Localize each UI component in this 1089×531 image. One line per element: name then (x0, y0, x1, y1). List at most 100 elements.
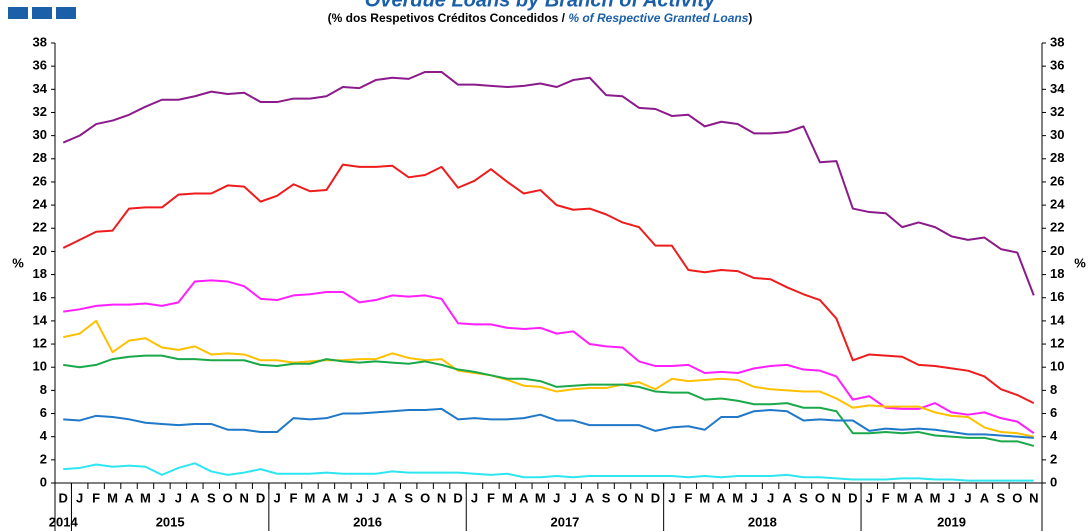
x-tick-label: O (223, 490, 233, 505)
y2-tick-label: 20 (1050, 243, 1064, 258)
y-tick-label: 12 (33, 335, 47, 350)
series-line (63, 319, 1034, 438)
y-tick-label: 0 (40, 474, 47, 489)
x-tick-label: S (404, 490, 413, 505)
subtitle-end: ) (748, 11, 752, 25)
series-line (63, 354, 1035, 447)
series-line (63, 279, 1035, 435)
x-tick-label: F (684, 490, 692, 505)
x-tick-label: A (717, 490, 727, 505)
x-tick-label: N (1029, 490, 1038, 505)
x-tick-label: D (59, 490, 68, 505)
y-tick-label: 14 (33, 312, 48, 327)
y2-tick-label: 36 (1050, 58, 1064, 73)
y2-tick-label: 14 (1050, 312, 1065, 327)
x-tick-label: F (92, 490, 100, 505)
year-label: 2014 (49, 514, 79, 529)
series-line (63, 407, 1034, 439)
x-tick-label: J (767, 490, 774, 505)
x-tick-label: M (305, 490, 316, 505)
x-tick-label: M (337, 490, 348, 505)
y2-tick-label: 4 (1050, 428, 1058, 443)
series-line (63, 462, 1034, 482)
y-tick-label: 2 (40, 451, 47, 466)
y2-tick-label: 8 (1050, 382, 1057, 397)
y2-tick-label: 10 (1050, 359, 1064, 374)
x-tick-label: J (751, 490, 758, 505)
y-tick-label: 6 (40, 405, 47, 420)
y-tick-label: 34 (33, 81, 48, 96)
year-label: 2016 (353, 514, 382, 529)
x-tick-label: N (634, 490, 643, 505)
x-tick-label: M (107, 490, 118, 505)
x-tick-label: M (502, 490, 513, 505)
x-tick-label: J (356, 490, 363, 505)
y2-tick-label: 32 (1050, 104, 1064, 119)
x-tick-label: D (848, 490, 857, 505)
x-tick-label: J (570, 490, 577, 505)
y2-tick-label: 16 (1050, 289, 1064, 304)
y-axis-label: % (12, 255, 24, 270)
x-tick-label: N (239, 490, 248, 505)
chart-subtitle: (% dos Respetivos Créditos Concedidos / … (328, 11, 753, 25)
x-tick-label: M (535, 490, 546, 505)
y2-tick-label: 30 (1050, 127, 1064, 142)
x-tick-label: F (882, 490, 890, 505)
subtitle-en: % of Respective Granted Loans (568, 11, 748, 25)
year-label: 2018 (748, 514, 777, 529)
y2-tick-label: 22 (1050, 220, 1064, 235)
x-tick-label: A (190, 490, 200, 505)
x-tick-label: J (948, 490, 955, 505)
x-tick-label: A (322, 490, 332, 505)
x-tick-label: O (815, 490, 825, 505)
y2-tick-label: 26 (1050, 173, 1064, 188)
x-tick-label: M (930, 490, 941, 505)
x-tick-label: J (866, 490, 873, 505)
x-tick-label: A (782, 490, 792, 505)
x-tick-label: O (1012, 490, 1022, 505)
x-tick-label: J (471, 490, 478, 505)
x-tick-label: A (980, 490, 990, 505)
x-tick-label: J (175, 490, 182, 505)
x-tick-label: A (124, 490, 134, 505)
logo (8, 7, 76, 19)
y-tick-label: 20 (33, 243, 47, 258)
x-tick-label: F (290, 490, 298, 505)
x-tick-label: A (914, 490, 924, 505)
x-tick-label: S (602, 490, 611, 505)
x-tick-label: J (553, 490, 560, 505)
chart-title: Overdue Loans by Branch of Activity (365, 0, 716, 11)
x-tick-label: N (437, 490, 446, 505)
y-tick-label: 38 (33, 34, 47, 49)
x-tick-label: D (453, 490, 462, 505)
y-tick-label: 10 (33, 359, 47, 374)
series-line (62, 70, 1035, 296)
y2-tick-label: 12 (1050, 335, 1064, 350)
y-tick-label: 32 (33, 104, 47, 119)
x-tick-label: M (140, 490, 151, 505)
y-tick-label: 30 (33, 127, 47, 142)
x-tick-label: J (372, 490, 379, 505)
x-tick-label: A (585, 490, 595, 505)
x-tick-label: S (799, 490, 808, 505)
y2-tick-label: 18 (1050, 266, 1064, 281)
year-label: 2019 (937, 514, 966, 529)
x-tick-label: J (668, 490, 675, 505)
logo-block (8, 7, 28, 19)
y2-tick-label: 38 (1050, 34, 1064, 49)
y-tick-label: 18 (33, 266, 47, 281)
year-label: 2017 (550, 514, 579, 529)
y2-tick-label: 34 (1050, 81, 1065, 96)
y-tick-label: 4 (40, 428, 48, 443)
y-tick-label: 8 (40, 382, 47, 397)
y2-tick-label: 24 (1050, 197, 1065, 212)
x-tick-label: O (420, 490, 430, 505)
x-tick-label: M (732, 490, 743, 505)
y-tick-label: 16 (33, 289, 47, 304)
x-tick-label: S (207, 490, 216, 505)
series-line (62, 163, 1035, 405)
x-tick-label: A (519, 490, 529, 505)
x-tick-label: M (699, 490, 710, 505)
subtitle-pt: (% dos Respetivos Créditos Concedidos / (328, 11, 569, 25)
